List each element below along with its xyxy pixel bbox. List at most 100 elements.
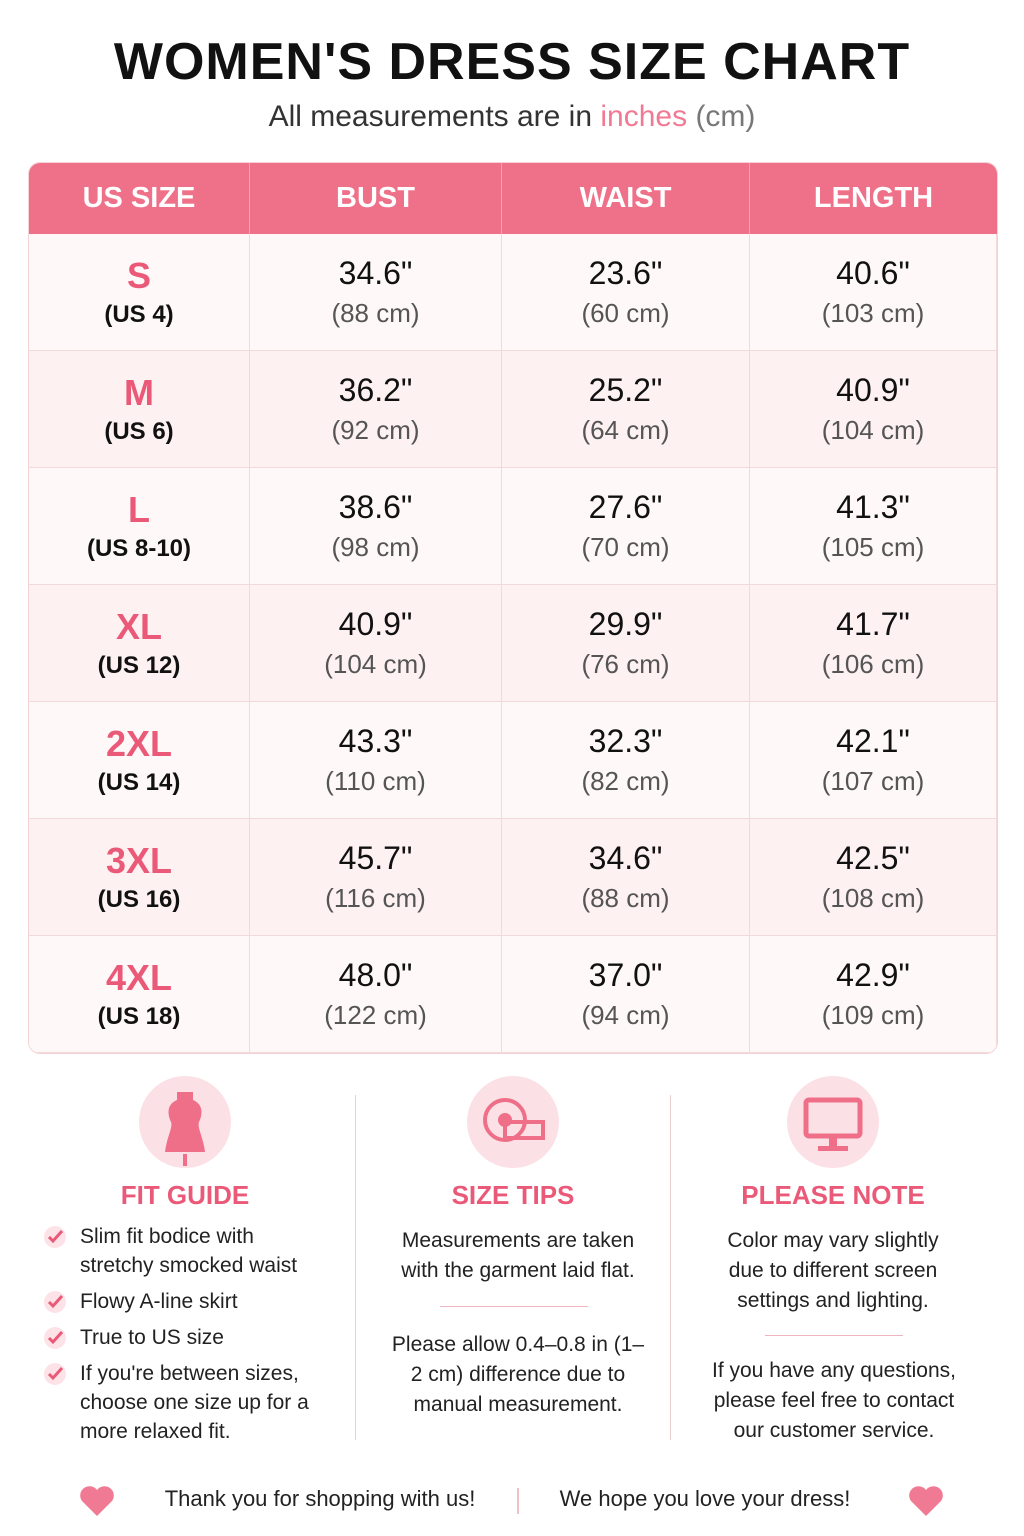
cm-value: (103 cm) [821, 298, 925, 328]
measure-cell: 48.0" (122 cm) [250, 936, 502, 1053]
fit-item: Flowy A-line skirt [42, 1287, 332, 1316]
measure-cell: 38.6" (98 cm) [250, 468, 502, 585]
measure-cell: 42.9" (109 cm) [750, 936, 997, 1053]
cm-value: (88 cm) [331, 298, 420, 328]
footer-right: We hope you love your dress! [559, 1486, 851, 1511]
cm-value: (122 cm) [324, 1000, 427, 1030]
us-size: (US 6) [104, 418, 174, 445]
inches-value: 42.1" [836, 723, 910, 759]
cm-value: (104 cm) [324, 649, 427, 679]
measure-cell: 29.9" (76 cm) [502, 585, 750, 702]
divider [355, 1095, 356, 1440]
column-header: LENGTH [750, 163, 997, 234]
inches-value: 42.9" [836, 957, 910, 993]
measure-cell: 27.6" (70 cm) [502, 468, 750, 585]
us-size: (US 4) [104, 301, 174, 328]
measure-cell: 40.9" (104 cm) [250, 585, 502, 702]
check-icon [44, 1363, 66, 1385]
size-table: US SIZE BUST WAIST LENGTH S (US 4) 34.6" (88 cm… [28, 162, 998, 1054]
measure-cell: 41.7" (106 cm) [750, 585, 997, 702]
cm-value: (106 cm) [821, 649, 925, 679]
footer-left: Thank you for shopping with us! [164, 1486, 476, 1511]
cm-value: (104 cm) [821, 415, 925, 445]
note: If you have any questions, please feel f… [712, 1359, 956, 1442]
fit-guide-list: Slim fit bodice with stretchy smocked wa… [42, 1222, 332, 1453]
cm-value: (60 cm) [581, 298, 670, 328]
fit-item: Slim fit bodice with stretchy smocked wa… [42, 1222, 332, 1280]
column-header: US SIZE [29, 163, 250, 234]
inches-value: 25.2" [588, 372, 663, 408]
inches-value: 40.6" [836, 255, 910, 291]
inches-value: 41.3" [836, 489, 910, 525]
size-tip: Please allow 0.4–0.8 in (1–2 cm) differe… [391, 1333, 645, 1416]
inches-value: 37.0" [588, 957, 663, 993]
fit-guide-title: FIT GUIDE [120, 1180, 250, 1210]
fit-item-text: Slim fit bodice with stretchy smocked wa… [80, 1225, 298, 1277]
subtitle-inches: inches [600, 100, 688, 133]
inches-value: 43.3" [338, 723, 413, 759]
cm-value: (70 cm) [581, 532, 670, 562]
footer-hearts [80, 1486, 943, 1516]
cm-value: (110 cm) [325, 766, 426, 796]
fit-item: True to US size [42, 1323, 332, 1352]
size-label: XL [115, 606, 162, 647]
title: WOMEN'S DRESS SIZE CHART [113, 33, 911, 91]
note: Color may vary slightly due to different… [727, 1229, 939, 1312]
fit-item-text: If you're between sizes, choose one size… [80, 1362, 309, 1443]
check-icon [44, 1291, 66, 1313]
measure-cell: 43.3" (110 cm) [250, 702, 502, 819]
inches-value: 36.2" [338, 372, 413, 408]
us-size: (US 16) [97, 886, 181, 913]
measure-cell: 34.6" (88 cm) [250, 234, 502, 351]
subtitle-text: All measurements are in [268, 100, 593, 133]
subtitle: All measurements are in inches (cm) [0, 100, 1024, 134]
fit-item-text: Flowy A-line skirt [80, 1290, 238, 1313]
inches-value: 48.0" [338, 957, 413, 993]
size-cell: 4XL (US 18) [29, 936, 250, 1053]
inches-value: 42.5" [836, 840, 910, 876]
cm-value: (92 cm) [331, 415, 420, 445]
fit-item-text: True to US size [80, 1326, 224, 1349]
size-label: M [124, 372, 154, 413]
us-size: (US 8-10) [86, 535, 192, 562]
cm-value: (64 cm) [581, 415, 670, 445]
size-cell: L (US 8-10) [29, 468, 250, 585]
size-tips-title: SIZE TIPS [451, 1180, 575, 1210]
cm-value: (98 cm) [331, 532, 420, 562]
measure-cell: 45.7" (116 cm) [250, 819, 502, 936]
cm-value: (107 cm) [821, 766, 925, 796]
measure-cell: 42.1" (107 cm) [750, 702, 997, 819]
measure-cell: 34.6" (88 cm) [502, 819, 750, 936]
icons [139, 1076, 879, 1168]
size-cell: 2XL (US 14) [29, 702, 250, 819]
separator [765, 1335, 903, 1336]
inches-value: 29.9" [588, 606, 663, 642]
inches-value: 23.6" [588, 255, 663, 291]
inches-value: 34.6" [588, 840, 663, 876]
inches-value: 40.9" [836, 372, 910, 408]
size-label: 2XL [105, 723, 173, 764]
us-size: (US 18) [97, 1003, 181, 1030]
size-cell: 3XL (US 16) [29, 819, 250, 936]
measure-cell: 32.3" (82 cm) [502, 702, 750, 819]
size-label: S [126, 255, 151, 296]
inches-value: 41.7" [836, 606, 910, 642]
check-icon [44, 1327, 66, 1349]
measure-cell: 40.9" (104 cm) [750, 351, 997, 468]
please-note-title: PLEASE NOTE [741, 1180, 925, 1210]
cm-value: (105 cm) [821, 532, 925, 562]
fit-item: If you're between sizes, choose one size… [42, 1359, 332, 1446]
measure-cell: 40.6" (103 cm) [750, 234, 997, 351]
size-label: 4XL [105, 957, 173, 998]
inches-value: 40.9" [338, 606, 413, 642]
cm-value: (82 cm) [581, 766, 670, 796]
cm-value: (109 cm) [821, 1000, 925, 1030]
measure-cell: 42.5" (108 cm) [750, 819, 997, 936]
us-size: (US 12) [97, 652, 181, 679]
column-header: BUST [250, 163, 502, 234]
inches-value: 38.6" [338, 489, 413, 525]
size-cell: M (US 6) [29, 351, 250, 468]
inches-value: 34.6" [338, 255, 413, 291]
cm-value: (76 cm) [581, 649, 670, 679]
